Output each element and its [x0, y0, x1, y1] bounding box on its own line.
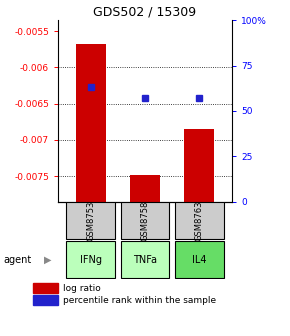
Text: log ratio: log ratio	[64, 284, 101, 293]
Bar	[175, 202, 224, 240]
Bar	[184, 129, 214, 202]
Text: GSM8758: GSM8758	[140, 201, 150, 241]
Bar	[121, 202, 169, 240]
Text: ▶: ▶	[44, 255, 52, 264]
Text: GSM8753: GSM8753	[86, 201, 95, 241]
Bar	[175, 241, 224, 278]
Text: IL4: IL4	[192, 255, 206, 264]
Bar	[33, 295, 58, 305]
Text: TNFa: TNFa	[133, 255, 157, 264]
Bar	[33, 283, 58, 293]
Text: GSM8763: GSM8763	[195, 201, 204, 241]
Bar	[66, 241, 115, 278]
Text: agent: agent	[3, 255, 31, 264]
Bar	[66, 202, 115, 240]
Bar	[130, 175, 160, 202]
Text: percentile rank within the sample: percentile rank within the sample	[64, 296, 217, 305]
Title: GDS502 / 15309: GDS502 / 15309	[93, 6, 197, 19]
Bar	[121, 241, 169, 278]
Text: IFNg: IFNg	[80, 255, 101, 264]
Bar	[76, 44, 106, 202]
